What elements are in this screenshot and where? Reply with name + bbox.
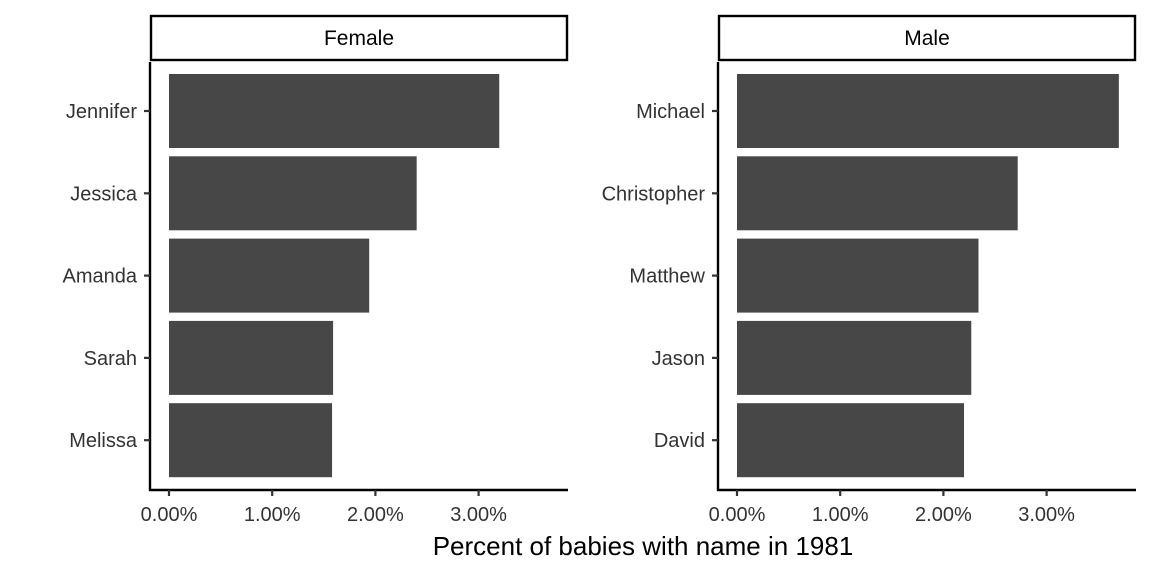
x-tick-label: 3.00%	[1018, 504, 1075, 526]
y-tick-label: Melissa	[69, 430, 138, 452]
panel-male: Male Michael Christopher Matthew Jason David 0…	[602, 14, 1137, 526]
chart-panels: Female Jennifer Jessica Amanda Sarah Melissa 0…	[63, 14, 1137, 526]
bar-christopher	[737, 156, 1018, 231]
facet-strip-label: Female	[324, 27, 394, 50]
panel-female: Female Jennifer Jessica Amanda Sarah Melissa 0…	[63, 14, 569, 526]
x-tick-label: 3.00%	[450, 504, 507, 526]
x-tick-label: 0.00%	[141, 504, 198, 526]
x-tick-label: 1.00%	[812, 504, 869, 526]
y-tick-label: Matthew	[629, 266, 705, 288]
y-tick-label: Amanda	[63, 266, 138, 288]
bar-melissa	[169, 403, 333, 478]
y-tick-label: Sarah	[84, 348, 137, 370]
bar-jason	[737, 320, 972, 395]
bar-david	[737, 403, 965, 478]
bar-sarah	[169, 320, 334, 395]
x-tick-label: 2.00%	[347, 504, 404, 526]
y-tick-label: Jennifer	[66, 101, 137, 123]
bar-matthew	[737, 238, 979, 313]
bar-michael	[737, 74, 1119, 148]
facet-strip	[149, 14, 569, 62]
x-tick-label: 1.00%	[244, 504, 301, 526]
bar-jennifer	[169, 74, 500, 148]
bar-amanda	[169, 238, 370, 313]
y-tick-label: Jessica	[70, 183, 138, 205]
facet-strip	[717, 14, 1137, 62]
x-axis-title: Percent of babies with name in 1981	[433, 531, 854, 561]
y-tick-label: Michael	[636, 101, 705, 123]
y-tick-label: Christopher	[602, 183, 706, 205]
x-tick-label: 2.00%	[915, 504, 972, 526]
bar-jessica	[169, 156, 417, 231]
y-tick-label: Jason	[652, 348, 705, 370]
x-tick-label: 0.00%	[709, 504, 766, 526]
y-tick-label: David	[654, 430, 705, 452]
facet-strip-label: Male	[904, 27, 950, 50]
